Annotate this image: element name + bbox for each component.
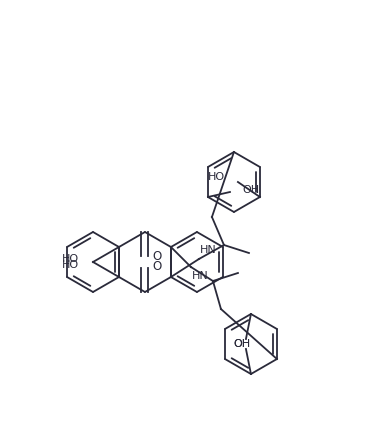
Text: O: O xyxy=(152,251,162,263)
Text: HO: HO xyxy=(62,260,79,270)
Text: HN: HN xyxy=(192,271,209,281)
Text: OH: OH xyxy=(233,339,250,349)
Text: OH: OH xyxy=(233,339,250,349)
Text: OH: OH xyxy=(242,185,259,195)
Text: HO: HO xyxy=(62,254,79,264)
Text: O: O xyxy=(152,260,162,273)
Text: HO: HO xyxy=(208,172,225,182)
Text: HN: HN xyxy=(200,245,217,255)
